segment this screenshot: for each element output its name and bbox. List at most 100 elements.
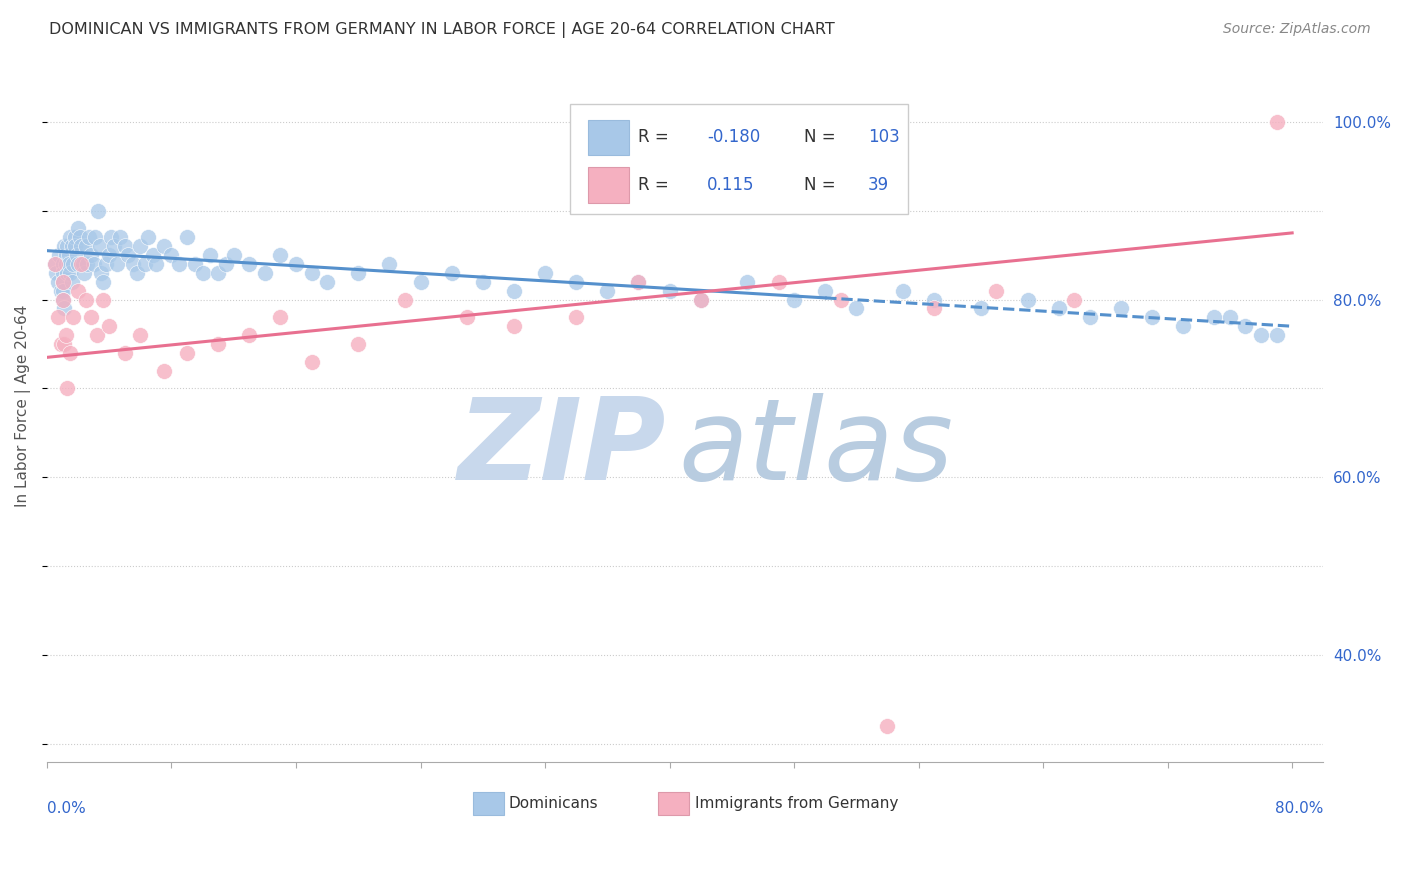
Point: [503, 319, 526, 334]
Point: [60, 275, 83, 289]
Point: [91, 293, 114, 307]
Point: [51, 293, 73, 307]
Point: [891, 284, 914, 298]
Point: [51, 275, 73, 289]
Point: [117, 248, 139, 262]
Point: [1219, 310, 1241, 325]
Text: Dominicans: Dominicans: [509, 797, 599, 811]
Y-axis label: In Labor Force | Age 20-64: In Labor Force | Age 20-64: [15, 305, 31, 508]
Point: [44, 257, 66, 271]
Point: [658, 284, 681, 298]
Point: [184, 257, 207, 271]
Text: N =: N =: [804, 176, 841, 194]
Point: [222, 248, 245, 262]
Point: [53, 239, 76, 253]
Point: [1265, 328, 1288, 343]
Point: [689, 293, 711, 307]
Text: R =: R =: [638, 176, 673, 194]
Point: [49, 337, 72, 351]
Point: [986, 284, 1008, 298]
Point: [1109, 301, 1132, 316]
Point: [105, 257, 128, 271]
FancyBboxPatch shape: [588, 168, 628, 202]
Point: [627, 275, 650, 289]
Text: N =: N =: [804, 128, 841, 146]
Point: [58, 257, 80, 271]
Text: DOMINICAN VS IMMIGRANTS FROM GERMANY IN LABOR FORCE | AGE 20-64 CORRELATION CHAR: DOMINICAN VS IMMIGRANTS FROM GERMANY IN …: [49, 22, 835, 38]
Point: [301, 355, 323, 369]
Point: [347, 337, 370, 351]
Point: [89, 239, 111, 253]
Point: [67, 284, 90, 298]
Point: [409, 275, 432, 289]
Point: [471, 275, 494, 289]
Point: [689, 293, 711, 307]
Text: 39: 39: [868, 176, 889, 194]
Point: [1047, 301, 1070, 316]
Point: [134, 257, 156, 271]
Point: [51, 293, 73, 307]
Point: [176, 230, 198, 244]
Text: 80.0%: 80.0%: [1275, 801, 1323, 816]
Point: [76, 257, 98, 271]
Point: [46, 310, 69, 325]
FancyBboxPatch shape: [571, 104, 908, 214]
Point: [394, 293, 416, 307]
Text: Immigrants from Germany: Immigrants from Germany: [696, 797, 898, 811]
Point: [53, 337, 76, 351]
Point: [136, 230, 159, 244]
Point: [596, 284, 619, 298]
Point: [253, 266, 276, 280]
Point: [67, 257, 90, 271]
Point: [191, 266, 214, 280]
Point: [160, 248, 183, 262]
Point: [503, 284, 526, 298]
Point: [56, 239, 79, 253]
Text: 0.115: 0.115: [707, 176, 755, 194]
Point: [1078, 310, 1101, 325]
Point: [845, 301, 868, 316]
Point: [48, 248, 70, 262]
Text: Source: ZipAtlas.com: Source: ZipAtlas.com: [1223, 22, 1371, 37]
Point: [1234, 319, 1257, 334]
Point: [152, 239, 174, 253]
Point: [75, 239, 97, 253]
Point: [59, 346, 82, 360]
FancyBboxPatch shape: [474, 792, 503, 815]
Point: [55, 248, 77, 262]
Point: [114, 346, 136, 360]
Point: [51, 275, 73, 289]
Point: [922, 301, 945, 316]
Point: [103, 239, 125, 253]
Point: [86, 328, 108, 343]
Text: R =: R =: [638, 128, 673, 146]
Text: ZIP: ZIP: [457, 393, 666, 504]
Point: [87, 203, 110, 218]
Point: [79, 248, 101, 262]
Point: [51, 284, 73, 298]
Point: [58, 248, 80, 262]
FancyBboxPatch shape: [658, 792, 689, 815]
Point: [69, 230, 91, 244]
Point: [1265, 115, 1288, 129]
Point: [55, 257, 77, 271]
Point: [456, 310, 478, 325]
Point: [768, 275, 790, 289]
Point: [70, 239, 93, 253]
Point: [77, 230, 100, 244]
Point: [121, 257, 143, 271]
Point: [51, 266, 73, 280]
Point: [79, 310, 101, 325]
Point: [51, 257, 73, 271]
Point: [1173, 319, 1195, 334]
Point: [59, 266, 82, 280]
Point: [60, 239, 83, 253]
Point: [129, 328, 152, 343]
Point: [301, 266, 323, 280]
Point: [207, 337, 229, 351]
Point: [55, 328, 77, 343]
Point: [108, 230, 131, 244]
Point: [91, 275, 114, 289]
Text: -0.180: -0.180: [707, 128, 761, 146]
Point: [84, 230, 107, 244]
